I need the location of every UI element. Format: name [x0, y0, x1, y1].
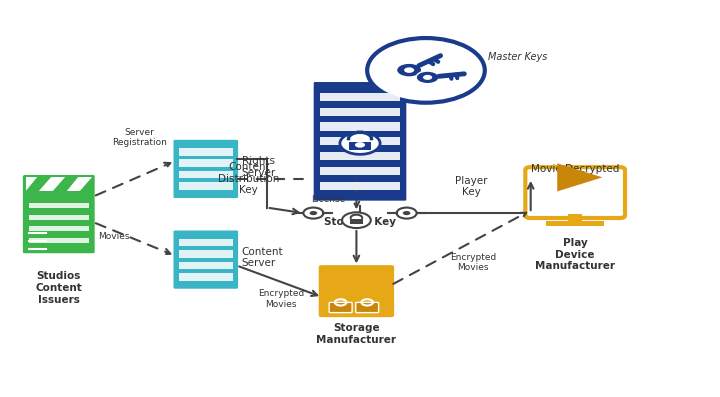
- Polygon shape: [79, 176, 93, 192]
- Circle shape: [340, 132, 380, 154]
- Bar: [320, 122, 400, 131]
- FancyBboxPatch shape: [329, 303, 352, 312]
- Bar: [320, 181, 400, 190]
- Circle shape: [303, 208, 323, 219]
- Polygon shape: [24, 176, 38, 192]
- Bar: [29, 215, 89, 220]
- Bar: [29, 238, 89, 243]
- Bar: [179, 250, 233, 258]
- Text: Content
Distribution
Key: Content Distribution Key: [218, 162, 279, 195]
- Circle shape: [310, 211, 318, 215]
- Circle shape: [342, 212, 371, 228]
- Bar: [29, 203, 89, 208]
- Text: Storage Key: Storage Key: [324, 218, 396, 227]
- Circle shape: [423, 75, 432, 80]
- Text: Server
Registration: Server Registration: [112, 128, 167, 147]
- Text: Encrypted
Movies: Encrypted Movies: [450, 253, 496, 272]
- Circle shape: [402, 211, 410, 215]
- Bar: [320, 167, 400, 175]
- Bar: [179, 182, 233, 190]
- Circle shape: [416, 71, 439, 84]
- Polygon shape: [52, 176, 66, 192]
- Bar: [179, 239, 233, 246]
- Bar: [320, 137, 400, 145]
- Text: Player
Key: Player Key: [455, 176, 487, 197]
- Polygon shape: [38, 176, 52, 192]
- Bar: [546, 221, 604, 226]
- Bar: [348, 142, 372, 150]
- Bar: [24, 176, 93, 192]
- Polygon shape: [557, 163, 603, 191]
- Text: License: License: [312, 195, 346, 204]
- FancyBboxPatch shape: [526, 167, 625, 218]
- Bar: [179, 171, 233, 178]
- FancyBboxPatch shape: [22, 174, 96, 254]
- Text: Content
Server: Content Server: [242, 247, 283, 268]
- Text: Storage
Manufacturer: Storage Manufacturer: [316, 324, 397, 345]
- FancyBboxPatch shape: [173, 229, 239, 290]
- Bar: [568, 214, 582, 222]
- Bar: [350, 220, 363, 224]
- FancyBboxPatch shape: [312, 81, 408, 202]
- Text: Movie Decrypted: Movie Decrypted: [531, 164, 619, 174]
- Bar: [179, 148, 233, 156]
- Bar: [29, 226, 89, 231]
- Text: Rights
Server: Rights Server: [242, 156, 276, 178]
- Circle shape: [397, 63, 422, 77]
- FancyBboxPatch shape: [356, 303, 379, 312]
- Bar: [179, 262, 233, 269]
- FancyBboxPatch shape: [173, 139, 239, 199]
- Text: Master Keys: Master Keys: [487, 52, 547, 62]
- Bar: [179, 273, 233, 281]
- Bar: [179, 160, 233, 167]
- Circle shape: [355, 142, 365, 148]
- Text: Encrypted
Movies: Encrypted Movies: [258, 289, 305, 308]
- Polygon shape: [66, 176, 79, 192]
- Circle shape: [404, 67, 414, 73]
- Text: Movies: Movies: [98, 232, 130, 241]
- Bar: [320, 93, 400, 101]
- FancyBboxPatch shape: [318, 264, 395, 318]
- Text: Studios
Content
Issuers: Studios Content Issuers: [35, 272, 82, 304]
- Text: Play
Device
Manufacturer: Play Device Manufacturer: [535, 238, 615, 271]
- Bar: [320, 152, 400, 160]
- Circle shape: [367, 38, 485, 103]
- Bar: [320, 108, 400, 116]
- Circle shape: [397, 208, 417, 219]
